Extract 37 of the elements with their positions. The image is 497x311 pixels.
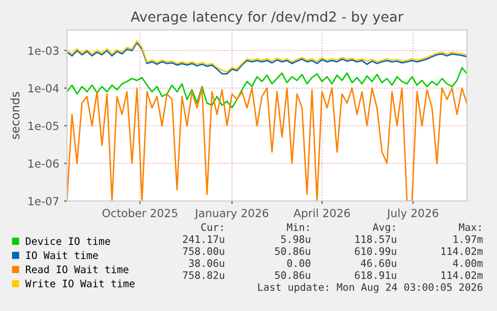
y-tick-label: 1e-03: [28, 46, 58, 55]
line-series: [67, 66, 467, 108]
x-tick-label: April 2026: [293, 208, 350, 220]
text: 50.86u: [275, 247, 310, 255]
text: 5.98u: [281, 235, 310, 243]
x-tick-label: January 2026: [194, 208, 268, 220]
x-tick-label: July 2026: [386, 208, 438, 220]
text: 758.00u: [182, 247, 224, 255]
text: 241.17u: [183, 235, 224, 243]
text: 610.99u: [354, 247, 396, 255]
y-tick-label: 1e-07: [28, 196, 58, 206]
y-axis-title: seconds: [10, 92, 20, 139]
legend-label: Device IO time: [26, 237, 110, 245]
text: Cur:: [201, 223, 223, 231]
text: Last update: Mon Aug 24 03:00:05 2026: [258, 283, 482, 293]
text: 4.00m: [452, 259, 483, 267]
x-tick-label: October 2025: [102, 208, 178, 218]
y-tick-label: 1e-06: [28, 159, 59, 168]
text: 618.91u: [354, 271, 396, 279]
text: 114.02m: [441, 271, 483, 279]
text: Avg:: [372, 223, 395, 233]
text: Min:: [287, 223, 309, 231]
y-tick-label: 1e-04: [28, 84, 59, 92]
legend-label: IO Wait time: [26, 251, 98, 260]
text: 1.97m: [454, 235, 483, 243]
legend-label: Write IO Wait time: [25, 279, 135, 288]
legend-label: Read IO Wait time: [26, 265, 128, 274]
text: 758.82u: [182, 271, 224, 279]
text: 118.57u: [355, 235, 396, 243]
text: Max:: [459, 223, 481, 231]
text: 50.86u: [275, 271, 310, 279]
text: 46.60u: [360, 259, 396, 267]
y-tick-label: 1e-05: [28, 122, 58, 130]
text: 114.02m: [441, 247, 483, 255]
text: 0.00: [287, 259, 310, 267]
text: 38.06u: [189, 259, 224, 267]
chart-title: Average latency for /dev/md2 - by year: [130, 11, 404, 25]
